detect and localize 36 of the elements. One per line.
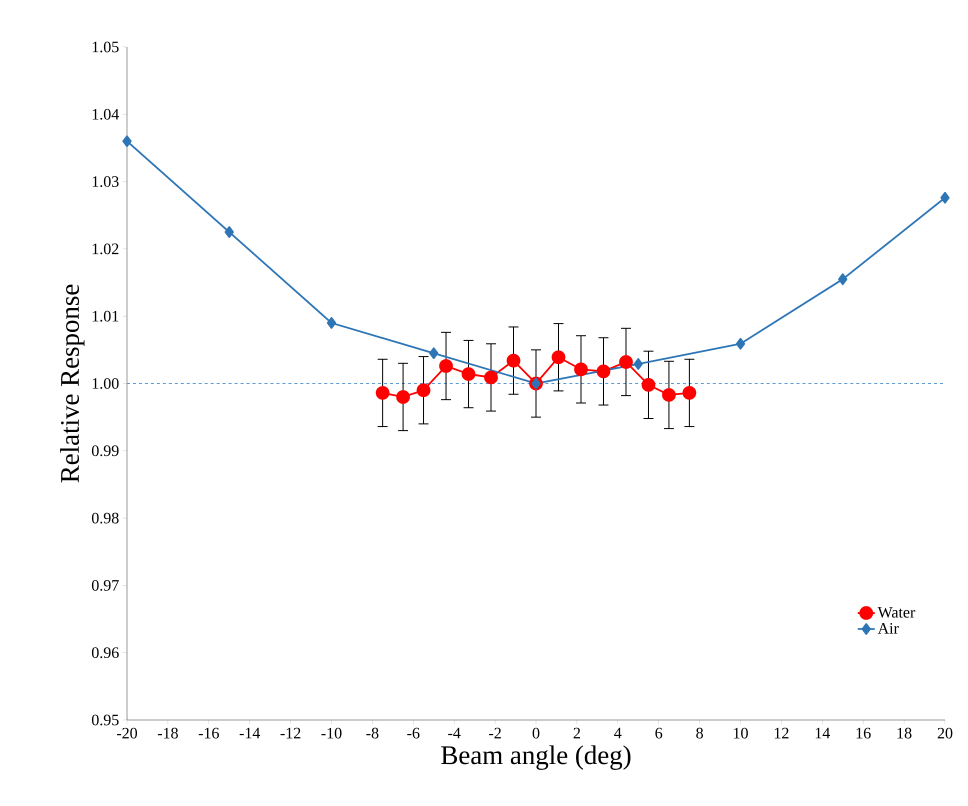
y-tick-label: 1.04 — [92, 108, 119, 120]
x-tick-label: -8 — [366, 728, 378, 739]
legend-label: Water — [878, 607, 916, 618]
x-tick-label: 0 — [532, 728, 540, 739]
y-tick-label: 0.97 — [92, 580, 119, 591]
x-tick-label: -10 — [321, 728, 342, 739]
x-tick-label: -2 — [489, 728, 501, 738]
y-tick-label: 1.00 — [92, 378, 119, 389]
x-tick-label: 16 — [856, 728, 871, 738]
y-tick-label: 1.02 — [92, 243, 118, 254]
legend-label: Air — [878, 623, 899, 634]
x-axis-title: Beam angle (deg) — [441, 745, 630, 770]
x-tick-label: 6 — [655, 728, 662, 738]
x-tick-label: -12 — [280, 728, 300, 738]
x-tick-label: 14 — [816, 728, 830, 738]
x-tick-label: 2 — [574, 728, 580, 738]
y-tick-label: 1.05 — [92, 42, 119, 52]
x-tick-label: 12 — [774, 728, 788, 738]
x-tick-label: 10 — [734, 728, 748, 739]
y-tick-label: 1.01 — [92, 310, 118, 322]
y-tick-label: 0.99 — [92, 445, 119, 456]
y-tick-label: 0.98 — [92, 512, 119, 524]
x-tick-label: 20 — [938, 728, 952, 739]
y-tick-label: 0.95 — [92, 714, 119, 726]
x-tick-label: -14 — [240, 728, 260, 738]
x-tick-label: -20 — [116, 728, 138, 739]
x-tick-label: -4 — [448, 728, 461, 738]
x-tick-label: -18 — [158, 728, 178, 739]
x-tick-label: 8 — [696, 728, 703, 739]
x-tick-label: -6 — [407, 728, 420, 738]
y-tick-label: 0.96 — [92, 647, 119, 658]
y-axis-title: Relative Response — [60, 284, 84, 482]
x-tick-label: 18 — [898, 728, 912, 739]
x-tick-label: -16 — [198, 728, 219, 738]
y-tick-label: 1.03 — [92, 176, 119, 187]
x-tick-label: 4 — [614, 728, 622, 738]
